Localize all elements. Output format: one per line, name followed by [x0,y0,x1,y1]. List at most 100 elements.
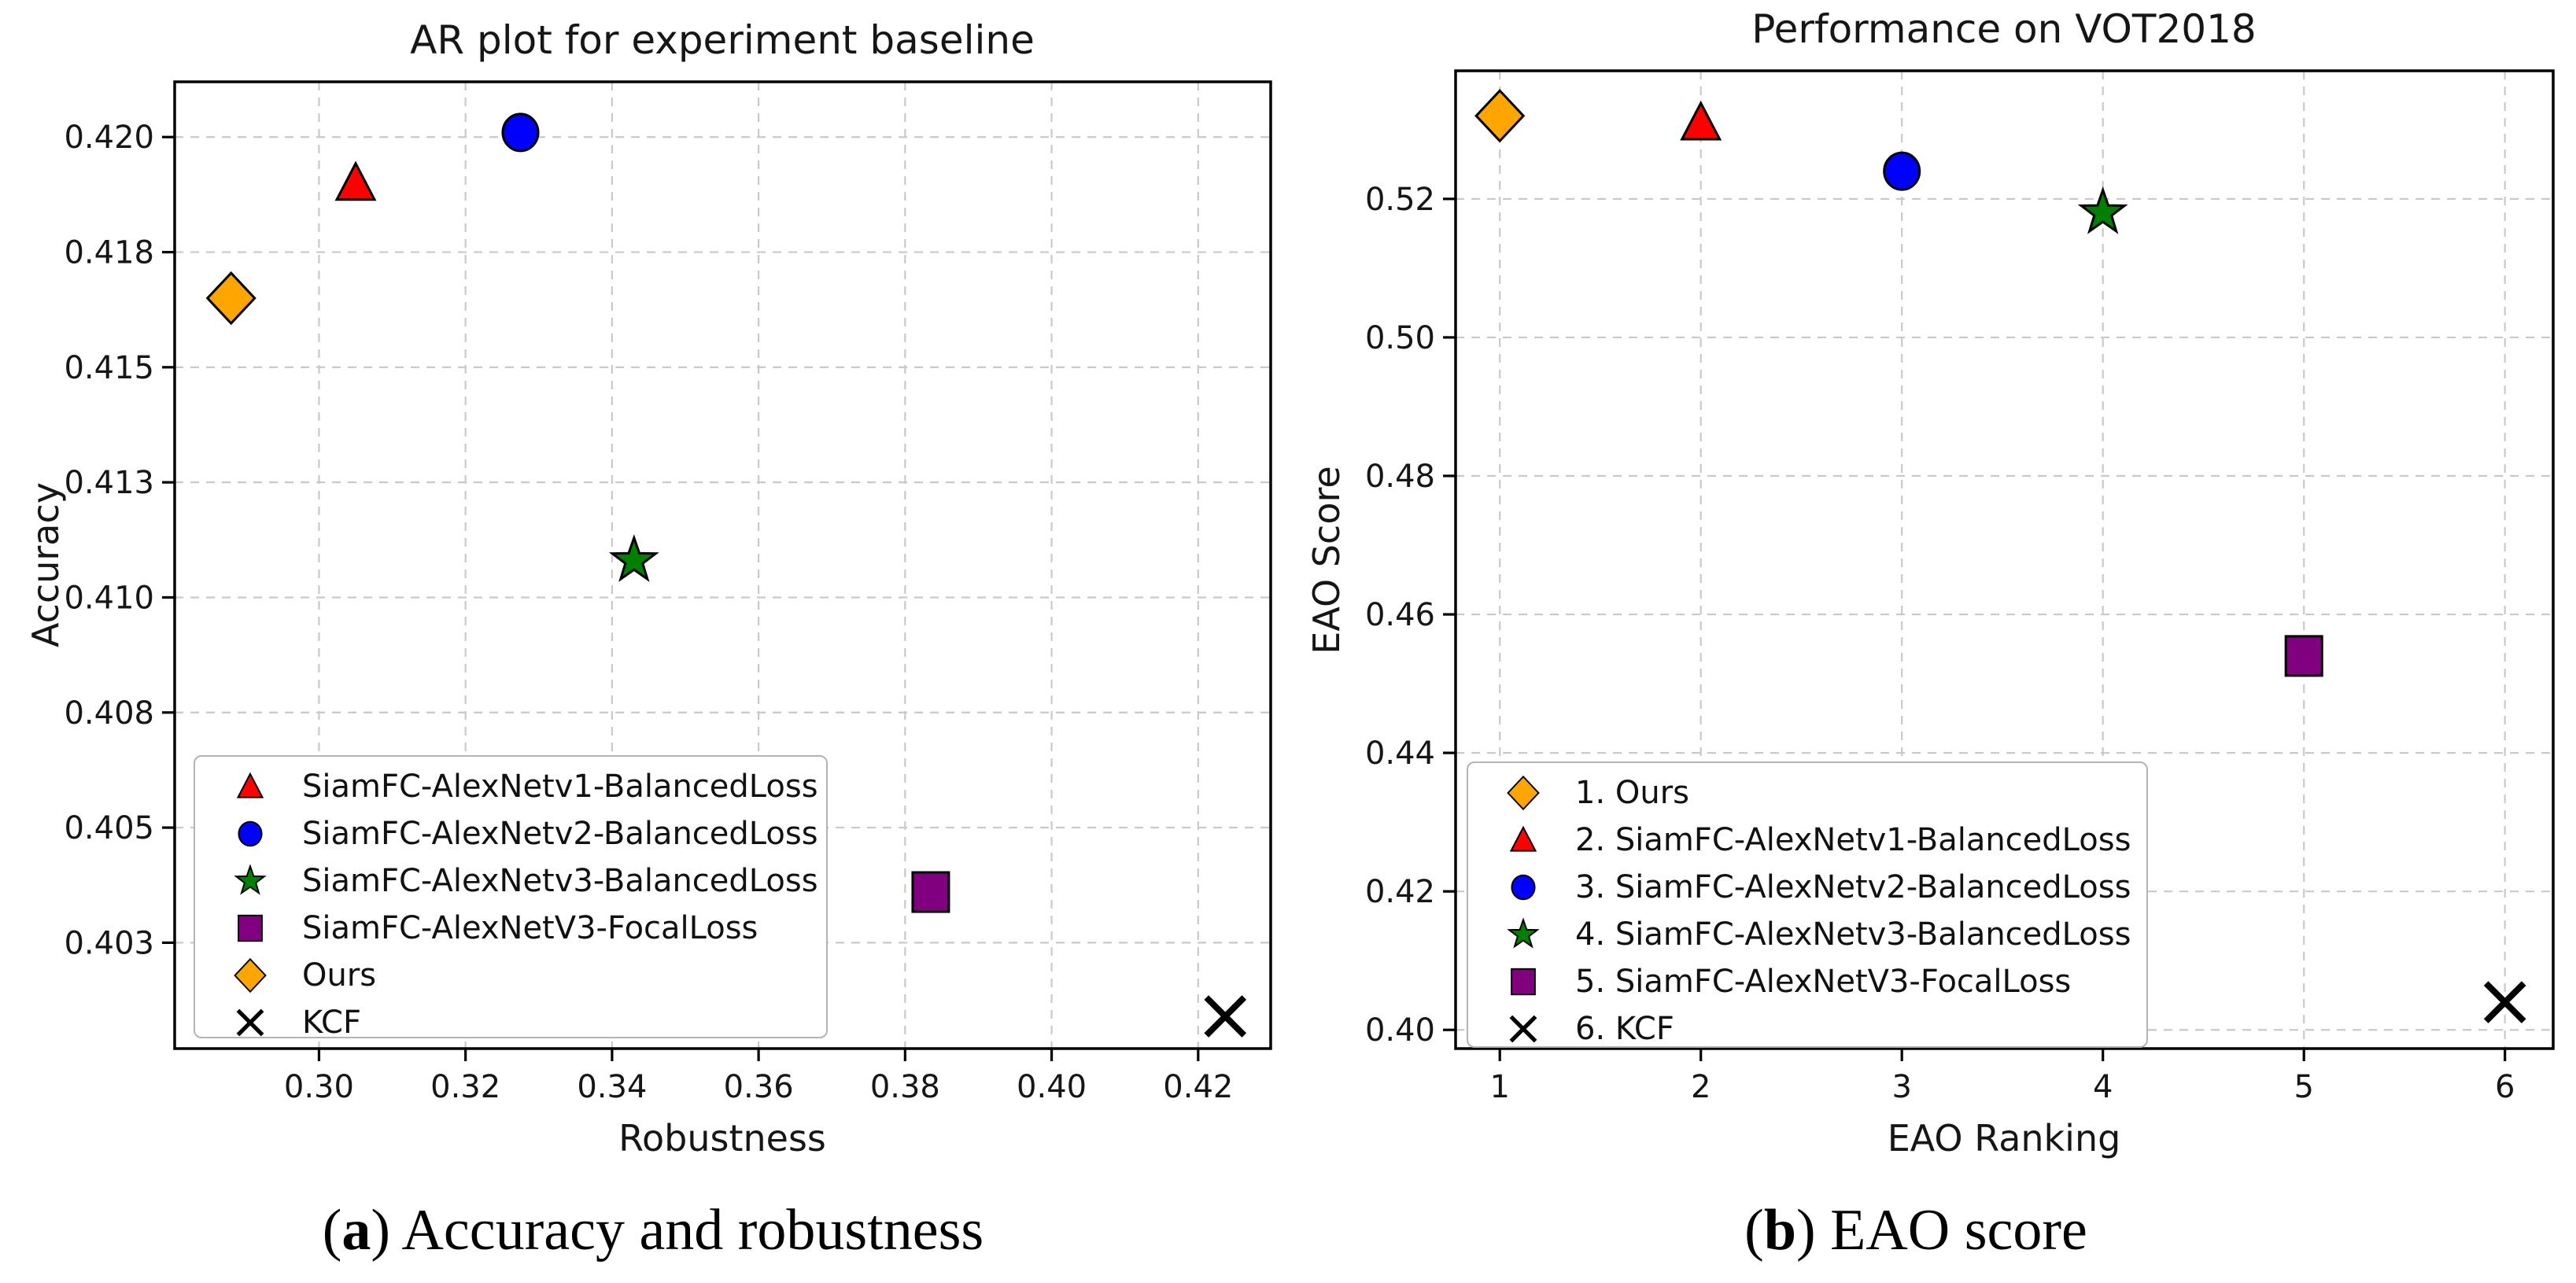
plot-border [173,80,1272,1050]
chart-b-legend: 1. Ours 2. SiamFC-AlexNetv1-BalancedLoss… [1467,761,2148,1048]
x-tick-label: 6 [2495,1069,2515,1105]
legend-item: 5. SiamFC-AlexNetV3-FocalLoss [1500,958,2128,1005]
circle-icon [238,820,263,847]
y-tick-label: 0.410 [64,580,154,616]
caption-a-paren-open: ( [322,1198,342,1263]
legend-label: 6. KCF [1575,1011,1674,1047]
chart-a-legend: SiamFC-AlexNetv1-BalancedLoss SiamFC-Ale… [194,755,828,1041]
x-tick-label: 0.38 [870,1069,940,1105]
data-point-x [2483,981,2526,1023]
data-point-star [2077,186,2128,234]
legend-item: KCF [227,999,807,1046]
chart-a-ylabel: Accuracy [24,481,67,648]
legend-triangle-glyph [1509,825,1537,852]
legend-x-glyph [236,1008,264,1037]
legend-label: 3. SiamFC-AlexNetv2-BalancedLoss [1575,869,2131,905]
x-tick-label: 2 [1691,1069,1711,1105]
x-tick-label: 0.36 [724,1069,794,1105]
diamond-icon [234,957,267,994]
chart-b-ylabel: EAO Score [1305,466,1348,654]
y-tick-label: 0.420 [64,120,154,156]
caption-a: (a) Accuracy and robustness [323,1197,984,1264]
legend-label: 2. SiamFC-AlexNetv1-BalancedLoss [1575,822,2131,858]
diamond-icon [1507,775,1540,811]
x-tick-label: 0.40 [1017,1069,1087,1105]
legend-circle-glyph [238,820,263,847]
y-tick-label: 0.405 [64,810,154,846]
square-icon [1511,968,1536,996]
legend-diamond-glyph [1507,775,1540,811]
circle-icon [1511,874,1536,901]
legend-label: SiamFC-AlexNetv1-BalancedLoss [302,769,818,805]
legend-square-glyph [238,914,263,942]
legend-label: 4. SiamFC-AlexNetv3-BalancedLoss [1575,916,2131,953]
caption-b-text: EAO score [1830,1198,2087,1263]
y-tick-label: 0.413 [64,465,154,501]
y-tick-label: 0.418 [64,235,154,271]
legend-label: SiamFC-AlexNetv2-BalancedLoss [302,816,818,852]
y-tick-label: 0.52 [1365,182,1435,218]
x-tick-label: 0.30 [284,1069,354,1105]
legend-label: 5. SiamFC-AlexNetV3-FocalLoss [1575,964,2072,1000]
caption-a-letter: a [341,1198,371,1263]
caption-a-paren-close: ) [371,1198,402,1263]
legend-label: SiamFC-AlexNetV3-FocalLoss [302,910,758,946]
y-tick-label: 0.48 [1365,459,1435,495]
x-icon [236,1008,264,1037]
data-point-diamond [1474,89,1526,143]
x-icon [1509,1015,1537,1043]
legend-item: SiamFC-AlexNetv1-BalancedLoss [227,763,818,810]
caption-b-letter: b [1763,1198,1796,1263]
y-tick-label: 0.44 [1365,736,1435,772]
data-point-circle [1883,151,1921,191]
legend-label: 1. Ours [1575,775,1689,811]
legend-circle-glyph [1511,874,1536,901]
legend-item: 2. SiamFC-AlexNetv1-BalancedLoss [1500,817,2131,864]
legend-triangle-glyph [236,772,264,798]
x-tick-label: 4 [2093,1069,2113,1105]
star-icon [234,864,267,895]
data-point-star [608,534,659,582]
data-point-square [911,871,950,913]
data-point-diamond [205,271,256,326]
legend-x-glyph [1509,1015,1537,1043]
data-point-x [1204,995,1247,1038]
y-tick-label: 0.408 [64,695,154,732]
caption-b: (b) EAO score [1744,1197,2087,1264]
y-tick-label: 0.42 [1365,874,1435,910]
star-icon [1507,917,1540,949]
caption-a-text: Accuracy and robustness [401,1198,984,1263]
legend-item: 6. KCF [1500,1005,2128,1053]
x-tick-label: 0.32 [430,1069,500,1105]
legend-item: SiamFC-AlexNetV3-FocalLoss [227,905,807,952]
legend-diamond-glyph [234,957,267,994]
y-tick-label: 0.415 [64,350,154,386]
x-tick-label: 1 [1489,1069,1509,1105]
square-icon [238,914,263,942]
plot-border [1454,69,2555,1050]
legend-star-glyph [1507,917,1540,949]
caption-b-paren-open: ( [1744,1198,1764,1263]
triangle-icon [236,772,264,798]
legend-label: Ours [302,957,377,994]
caption-b-paren-close: ) [1795,1198,1831,1263]
y-tick-label: 0.403 [64,925,154,961]
legend-item: SiamFC-AlexNetv3-BalancedLoss [227,857,818,905]
legend-label: SiamFC-AlexNetv3-BalancedLoss [302,863,818,899]
chart-b-xlabel: EAO Ranking [1887,1117,2121,1159]
data-point-triangle [1680,100,1722,141]
x-tick-label: 0.34 [577,1069,647,1105]
y-tick-label: 0.46 [1365,597,1435,633]
y-tick-label: 0.50 [1365,320,1435,356]
legend-star-glyph [234,864,267,895]
x-tick-label: 5 [2294,1069,2313,1105]
legend-square-glyph [1511,968,1536,996]
data-point-circle [501,112,540,153]
legend-item: 4. SiamFC-AlexNetv3-BalancedLoss [1500,911,2131,958]
chart-a-title: AR plot for experiment baseline [410,17,1035,63]
legend-label: KCF [302,1005,361,1041]
x-tick-label: 3 [1891,1069,1911,1105]
legend-item: Ours [227,952,807,999]
